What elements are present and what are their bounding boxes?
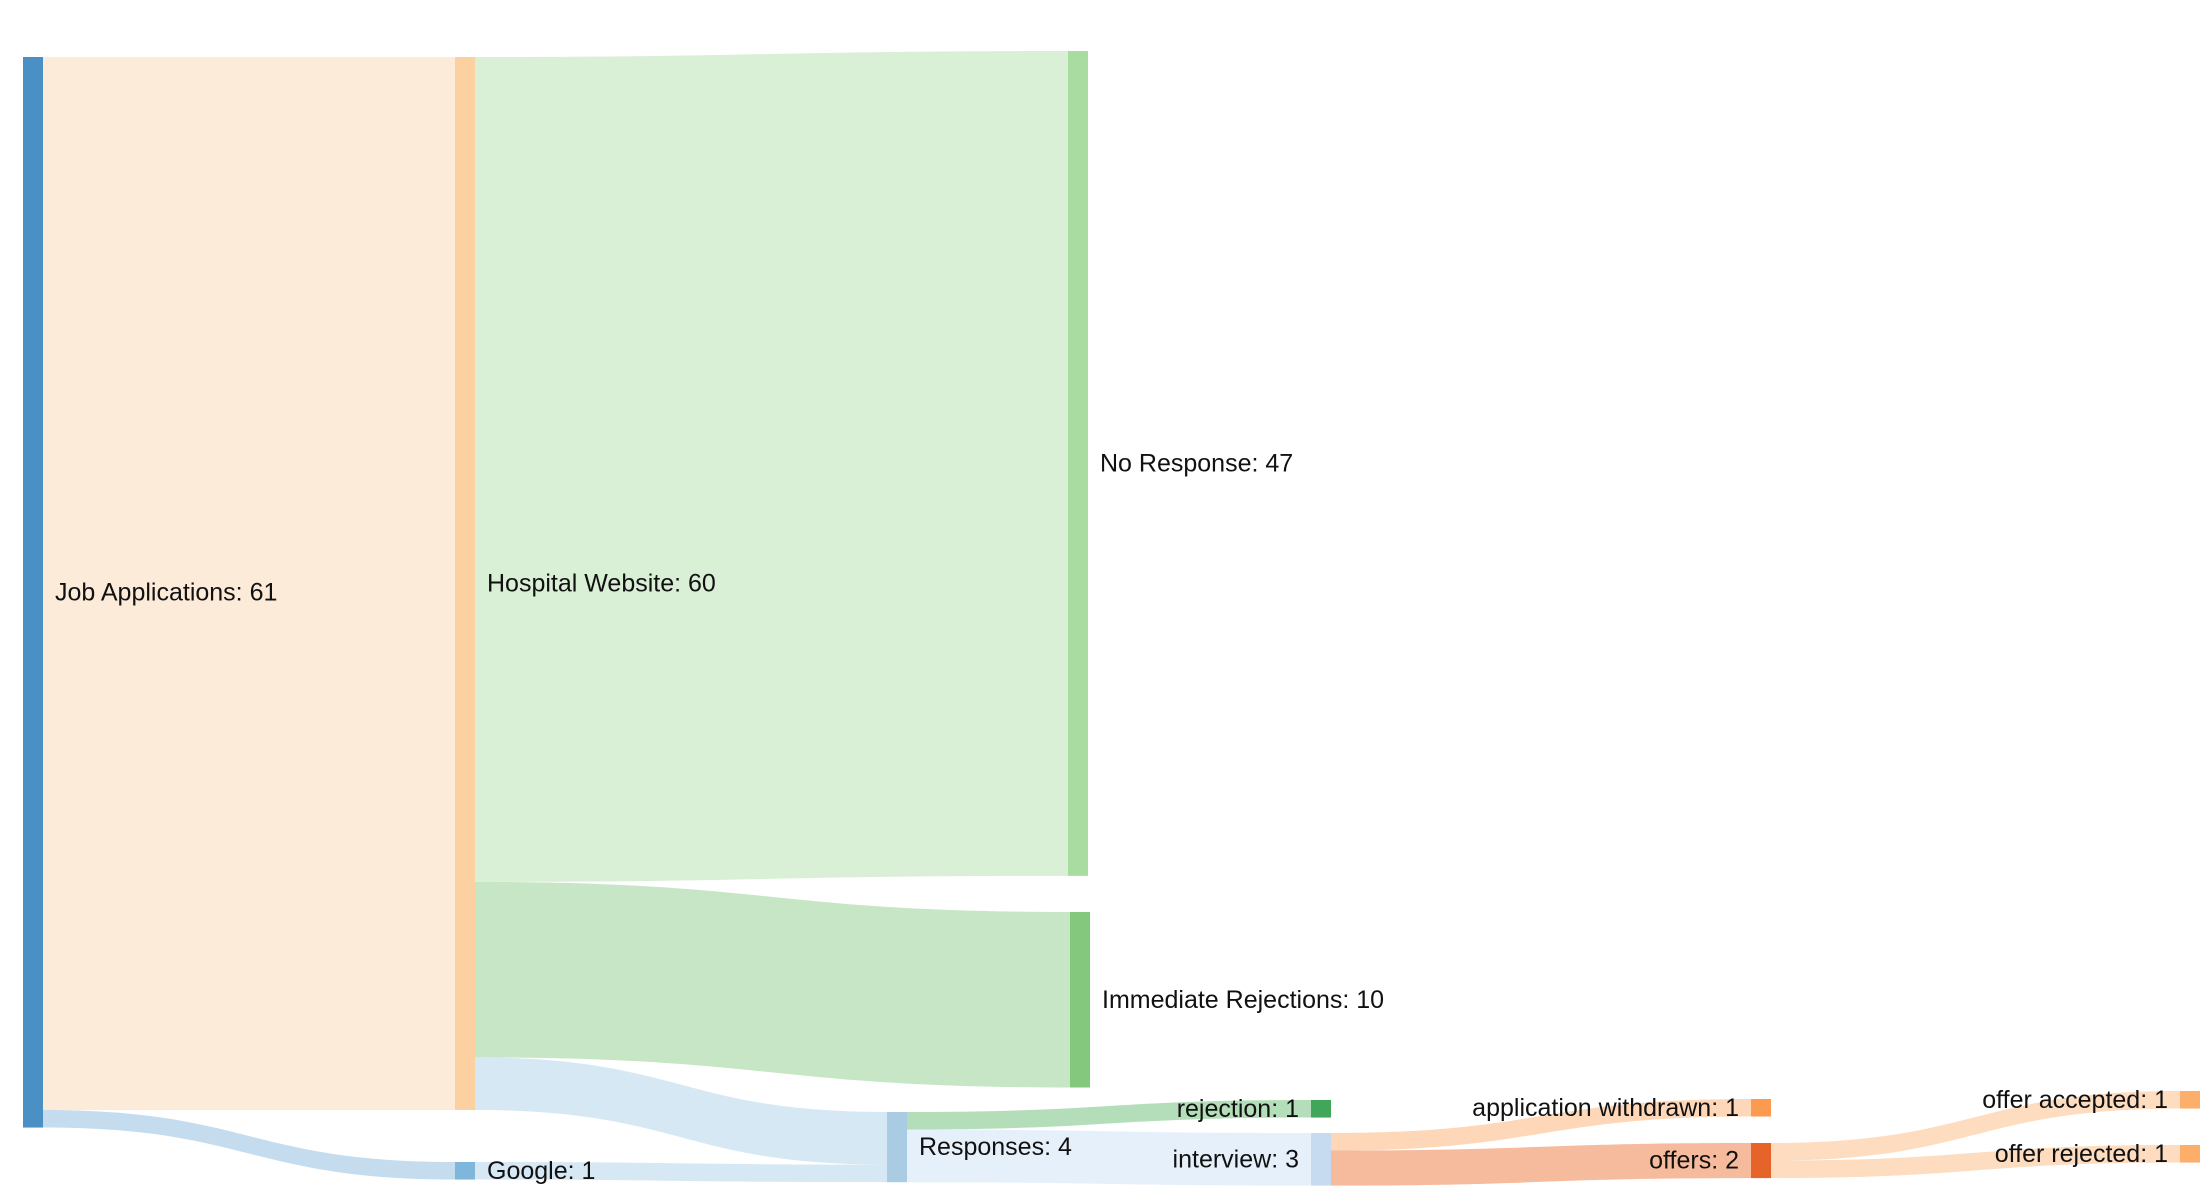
link-hosp-to-noresp bbox=[475, 51, 1068, 882]
label-job: Job Applications: 61 bbox=[55, 578, 277, 606]
node-noresp bbox=[1068, 51, 1088, 876]
node-rej bbox=[1311, 1100, 1331, 1118]
link-interview-to-offers bbox=[1331, 1143, 1751, 1186]
link-offers-to-accepted bbox=[1771, 1091, 2180, 1161]
link-job-to-google bbox=[43, 1110, 455, 1180]
node-offrej bbox=[2180, 1145, 2200, 1163]
label-immrej: Immediate Rejections: 10 bbox=[1102, 986, 1384, 1014]
label-hosp: Hospital Website: 60 bbox=[487, 570, 716, 598]
label-offers: offers: 2 bbox=[1649, 1147, 1739, 1175]
label-resp: Responses: 4 bbox=[919, 1133, 1072, 1161]
label-accepted: offer accepted: 1 bbox=[1982, 1086, 2168, 1114]
node-immrej bbox=[1070, 912, 1090, 1088]
node-hosp bbox=[455, 57, 475, 1110]
label-offrej: offer rejected: 1 bbox=[1995, 1140, 2168, 1168]
label-google: Google: 1 bbox=[487, 1157, 595, 1185]
node-accepted bbox=[2180, 1091, 2200, 1109]
label-rej: rejection: 1 bbox=[1177, 1095, 1299, 1123]
link-offers-to-offrej bbox=[1771, 1145, 2180, 1179]
node-google bbox=[455, 1162, 475, 1180]
link-hosp-to-immrej bbox=[475, 881, 1070, 1088]
link-google-to-resp bbox=[475, 1162, 887, 1183]
link-resp-to-interview bbox=[907, 1129, 1311, 1186]
node-offers bbox=[1751, 1143, 1771, 1179]
node-job bbox=[23, 57, 43, 1128]
sankey-nodes bbox=[23, 51, 2200, 1186]
label-noresp: No Response: 47 bbox=[1100, 449, 1293, 477]
link-hosp-to-resp bbox=[475, 1057, 887, 1165]
sankey-links bbox=[43, 51, 2180, 1186]
link-resp-to-rej bbox=[907, 1100, 1311, 1130]
node-resp bbox=[887, 1112, 907, 1183]
node-withdrawn bbox=[1751, 1099, 1771, 1117]
link-job-to-hosp bbox=[43, 57, 455, 1110]
link-interview-to-withdrawn bbox=[1331, 1099, 1751, 1151]
node-interview bbox=[1311, 1133, 1331, 1186]
sankey-labels: Job Applications: 61 Hospital Website: 60… bbox=[55, 449, 2168, 1184]
label-withdrawn: application withdrawn: 1 bbox=[1472, 1094, 1739, 1122]
label-interview: interview: 3 bbox=[1173, 1145, 1299, 1173]
